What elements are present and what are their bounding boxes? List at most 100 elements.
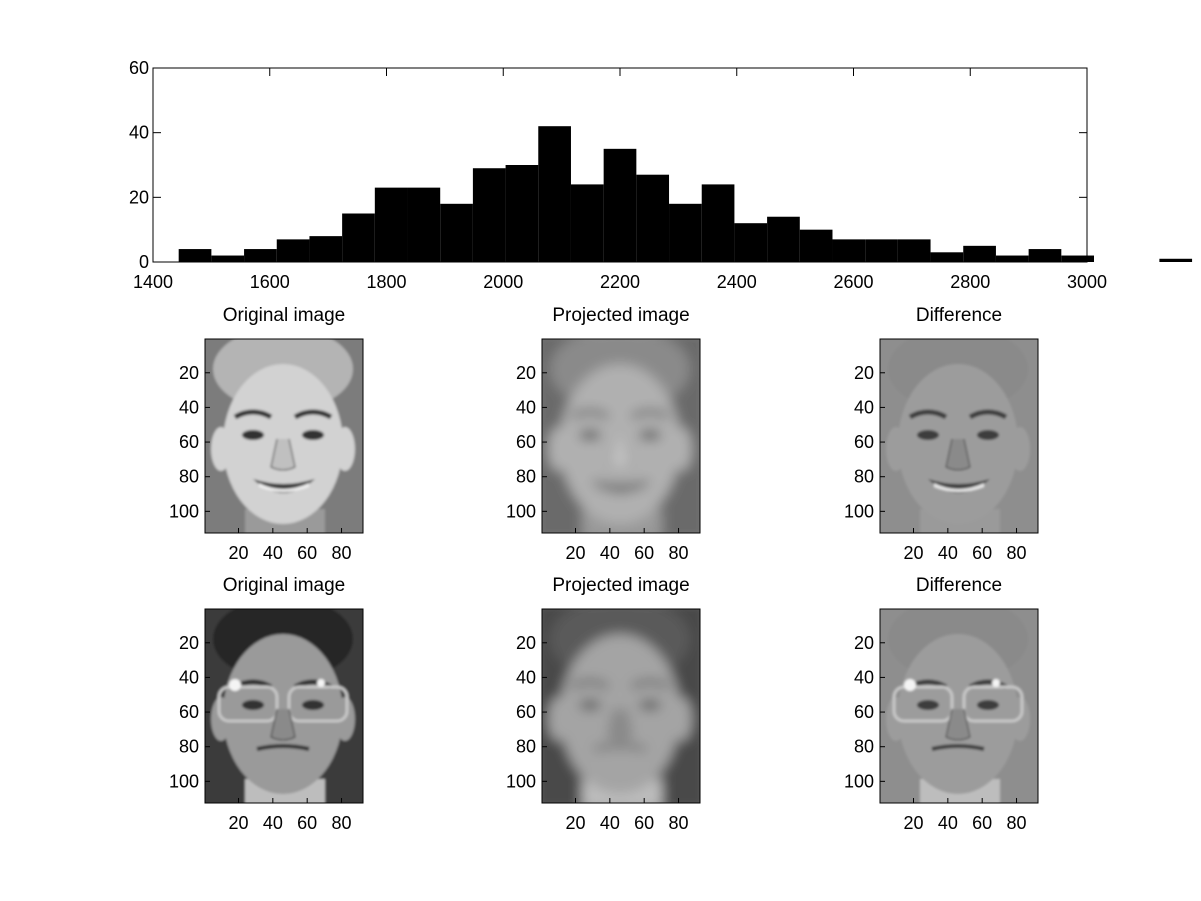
- histogram-bar: [832, 239, 866, 262]
- histogram-bar: [799, 229, 833, 262]
- y-tick-label: 80: [516, 737, 536, 757]
- histogram-bar: [669, 203, 702, 262]
- y-tick-label: 40: [179, 397, 199, 417]
- histogram-bar: [570, 184, 604, 262]
- x-tick-label: 1600: [250, 272, 290, 292]
- y-tick-label: 60: [516, 702, 536, 722]
- y-tick-label: 40: [854, 667, 874, 687]
- image-panel: Original image 20 40 60 80 100 20 40 60 80: [169, 575, 364, 833]
- histogram-bar: [211, 255, 245, 262]
- panel-axes-box: [879, 608, 1039, 804]
- x-tick-label: 40: [600, 813, 620, 833]
- x-tick-label: 2400: [717, 272, 757, 292]
- y-tick-label: 20: [854, 363, 874, 383]
- panel-title: Original image: [223, 305, 346, 326]
- y-tick-label: 80: [516, 467, 536, 487]
- histogram-bar: [505, 165, 539, 262]
- x-tick-label: 40: [938, 813, 958, 833]
- y-tick-label: 60: [129, 58, 149, 78]
- histogram-bar: [178, 249, 212, 262]
- histogram-bar: [374, 187, 408, 262]
- y-tick-label: 80: [179, 467, 199, 487]
- y-tick-label: 40: [516, 667, 536, 687]
- x-tick-label: 2600: [833, 272, 873, 292]
- x-tick-label: 2800: [950, 272, 990, 292]
- histogram-bar: [407, 187, 441, 262]
- x-tick-label: 60: [972, 813, 992, 833]
- y-tick-label: 60: [516, 432, 536, 452]
- panel-axes-box: [204, 338, 364, 534]
- x-tick-label: 60: [634, 813, 654, 833]
- histogram-bar: [995, 255, 1029, 262]
- histogram-bar: [472, 168, 506, 262]
- histogram-y-ticks: 0 20 40 60: [129, 58, 1087, 272]
- y-tick-label: 40: [854, 397, 874, 417]
- histogram-bar: [1061, 255, 1095, 262]
- panel-title: Projected image: [552, 575, 689, 596]
- histogram-bar: [1028, 249, 1062, 262]
- x-tick-label: 60: [297, 813, 317, 833]
- face-image: [542, 609, 700, 803]
- histogram-bar: [276, 239, 310, 262]
- histogram-bar: [1159, 258, 1193, 262]
- histogram-bar: [963, 245, 996, 262]
- x-tick-label: 80: [669, 813, 689, 833]
- y-tick-label: 100: [506, 771, 536, 791]
- x-tick-label: 20: [565, 543, 585, 563]
- y-tick-label: 20: [516, 363, 536, 383]
- y-tick-label: 100: [169, 501, 199, 521]
- face-image: [542, 339, 700, 533]
- histogram-bars: [178, 126, 1193, 262]
- image-panel: Original image 20 40 60 80 100 20 40 60 80: [169, 305, 364, 563]
- histogram-bar: [440, 203, 473, 262]
- x-tick-label: 20: [903, 543, 923, 563]
- y-tick-label: 100: [844, 771, 874, 791]
- image-panel: Projected image 20 40 60 80 100 20 40 60 80: [506, 305, 701, 563]
- face-image-content: [880, 609, 1038, 803]
- x-tick-label: 3000: [1067, 272, 1107, 292]
- histogram-bar: [734, 223, 768, 262]
- histogram-bar: [244, 249, 277, 262]
- histogram-x-ticks: 1400 1600 1800 2000 2200 2400 2600 2800 3000: [133, 68, 1107, 292]
- face-image: [205, 609, 363, 803]
- panel-axes-box: [204, 608, 364, 804]
- histogram-bar: [538, 126, 571, 262]
- histogram-bar: [865, 239, 898, 262]
- x-tick-label: 80: [1007, 543, 1027, 563]
- panel-title: Projected image: [552, 305, 689, 326]
- panel-title: Original image: [223, 575, 346, 596]
- x-tick-label: 60: [634, 543, 654, 563]
- y-tick-label: 60: [854, 702, 874, 722]
- panel-axes-box: [541, 608, 701, 804]
- y-tick-label: 80: [179, 737, 199, 757]
- face-image-content: [880, 339, 1038, 533]
- y-tick-label: 60: [854, 432, 874, 452]
- x-tick-label: 60: [297, 543, 317, 563]
- y-tick-label: 100: [169, 771, 199, 791]
- y-tick-label: 80: [854, 737, 874, 757]
- x-tick-label: 20: [228, 813, 248, 833]
- y-tick-label: 20: [129, 187, 149, 207]
- face-image: [205, 339, 363, 533]
- y-tick-label: 20: [854, 633, 874, 653]
- panel-axes-box: [541, 338, 701, 534]
- x-tick-label: 2000: [483, 272, 523, 292]
- x-tick-label: 40: [263, 813, 283, 833]
- histogram-bar: [342, 213, 375, 262]
- y-tick-label: 0: [139, 252, 149, 272]
- x-tick-label: 80: [332, 813, 352, 833]
- panel-title: Difference: [916, 305, 1002, 326]
- image-panel: Projected image 20 40 60 80 100 20 40 60 80: [506, 575, 701, 833]
- face-image-content: [542, 609, 700, 803]
- y-tick-label: 20: [179, 633, 199, 653]
- y-tick-label: 100: [506, 501, 536, 521]
- x-tick-label: 1400: [133, 272, 173, 292]
- face-image: [880, 609, 1038, 803]
- y-tick-label: 60: [179, 702, 199, 722]
- histogram-bar: [701, 184, 735, 262]
- y-tick-label: 100: [844, 501, 874, 521]
- y-tick-label: 20: [179, 363, 199, 383]
- panel-axes-box: [879, 338, 1039, 534]
- face-image-content: [205, 609, 363, 803]
